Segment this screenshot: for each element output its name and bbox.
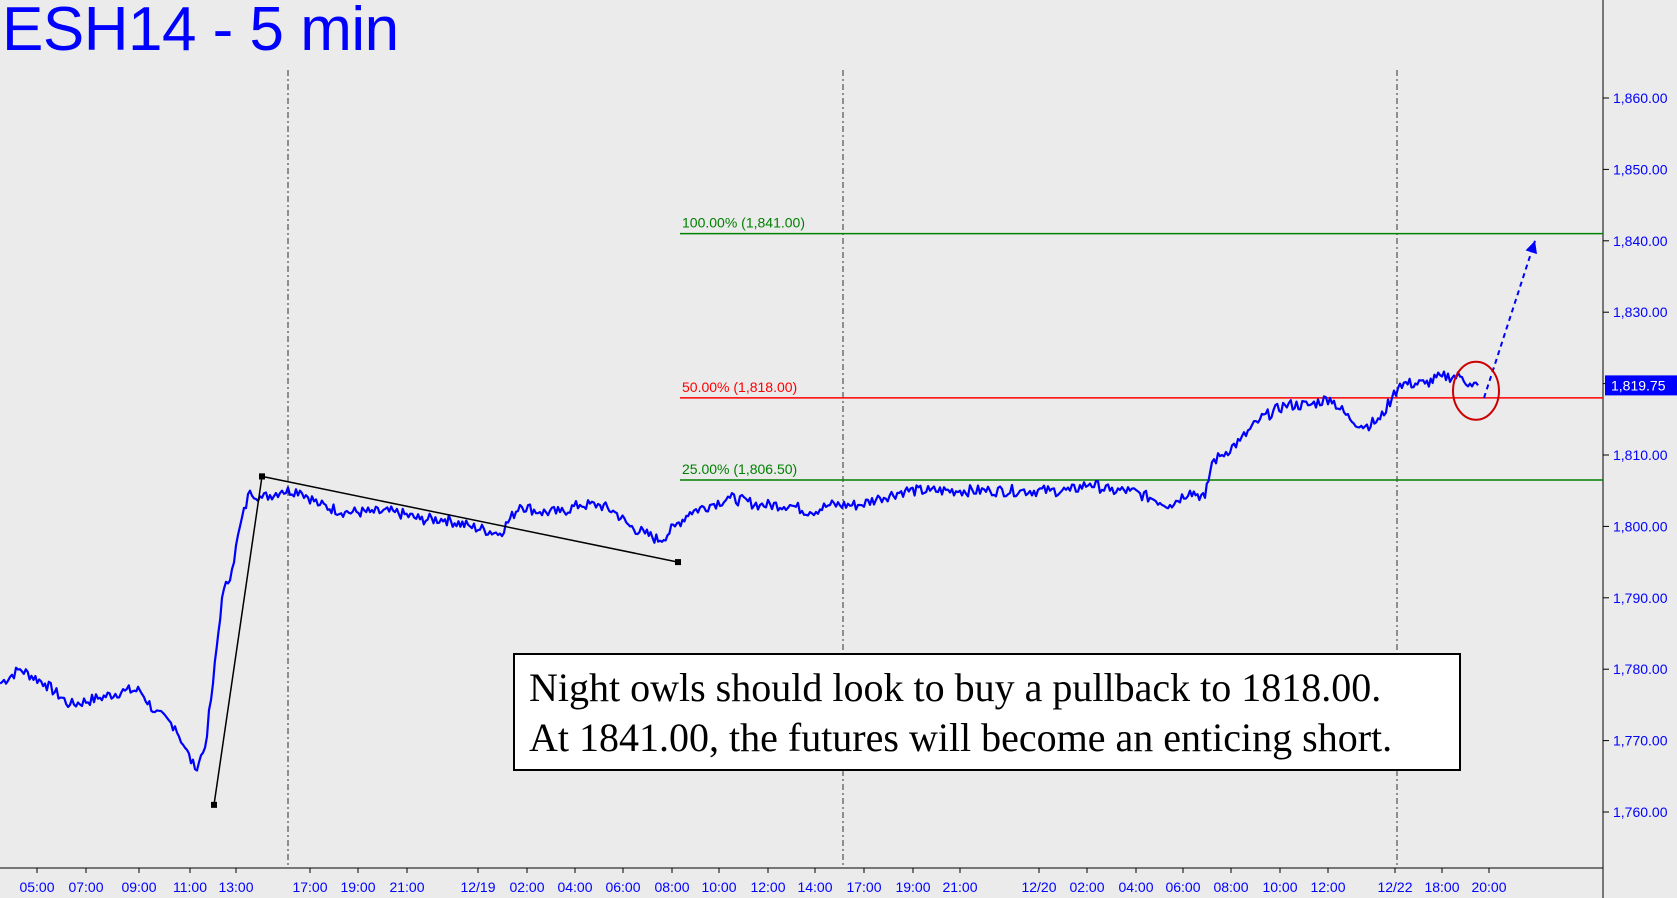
- pullback-circle: [1452, 360, 1500, 421]
- y-tick-label: 1,780.00: [1613, 661, 1668, 677]
- annotation-note-box: Night owls should look to buy a pullback…: [513, 653, 1461, 771]
- x-tick-label: 11:00: [173, 879, 207, 895]
- x-tick-label: 08:00: [1213, 879, 1248, 895]
- x-tick-label: 09:00: [121, 879, 156, 895]
- price-series-line: [0, 370, 1479, 772]
- y-tick-label: 1,810.00: [1613, 447, 1668, 463]
- x-tick-label: 04:00: [1118, 879, 1153, 895]
- trendline-anchor: [259, 473, 265, 480]
- trendline: [261, 475, 679, 563]
- x-tick-label: 02:00: [1069, 879, 1104, 895]
- x-tick-label: 06:00: [605, 879, 640, 895]
- x-tick-label: 10:00: [701, 879, 736, 895]
- x-tick-label: 12/19: [460, 879, 495, 895]
- projection-arrowhead: [1525, 240, 1538, 255]
- note-line-2: At 1841.00, the futures will become an e…: [529, 715, 1393, 760]
- y-tick-label: 1,860.00: [1613, 90, 1668, 106]
- y-tick-label: 1,850.00: [1613, 161, 1668, 177]
- x-tick-label: 21:00: [389, 879, 424, 895]
- y-tick-label: 1,800.00: [1613, 518, 1668, 534]
- trendline-anchor: [675, 559, 681, 566]
- x-tick-label: 20:00: [1471, 879, 1506, 895]
- x-tick-label: 21:00: [942, 879, 977, 895]
- x-tick-label: 04:00: [557, 879, 592, 895]
- y-tick-label: 1,770.00: [1613, 733, 1668, 749]
- x-tick-label: 18:00: [1424, 879, 1459, 895]
- x-tick-label: 02:00: [509, 879, 544, 895]
- x-tick-label: 06:00: [1165, 879, 1200, 895]
- x-tick-label: 13:00: [218, 879, 253, 895]
- x-tick-label: 12/20: [1021, 879, 1056, 895]
- fib-level-label: 50.00% (1,818.00): [682, 379, 797, 395]
- x-tick-label: 19:00: [340, 879, 375, 895]
- x-tick-label: 12/22: [1377, 879, 1412, 895]
- x-tick-label: 08:00: [654, 879, 689, 895]
- x-tick-label: 17:00: [292, 879, 327, 895]
- projection-arrow: [1483, 240, 1536, 399]
- x-tick-label: 14:00: [797, 879, 832, 895]
- trendline-anchor: [211, 801, 217, 808]
- x-tick-label: 10:00: [1262, 879, 1297, 895]
- x-tick-label: 07:00: [68, 879, 103, 895]
- y-tick-label: 1,760.00: [1613, 804, 1668, 820]
- y-tick-label: 1,790.00: [1613, 590, 1668, 606]
- x-tick-label: 17:00: [846, 879, 881, 895]
- y-tick-label: 1,840.00: [1613, 233, 1668, 249]
- last-price-tag: [1605, 375, 1677, 396]
- x-tick-label: 12:00: [1310, 879, 1345, 895]
- x-tick-label: 19:00: [895, 879, 930, 895]
- y-tick-label: 1,830.00: [1613, 304, 1668, 320]
- trendline: [213, 476, 263, 805]
- x-tick-label: 12:00: [750, 879, 785, 895]
- last-price-label: 1,819.75: [1611, 377, 1666, 393]
- fib-level-label: 25.00% (1,806.50): [682, 461, 797, 477]
- fib-level-label: 100.00% (1,841.00): [682, 215, 805, 231]
- note-line-1: Night owls should look to buy a pullback…: [529, 665, 1382, 710]
- chart-title: ESH14 - 5 min: [2, 0, 399, 64]
- x-tick-label: 05:00: [19, 879, 54, 895]
